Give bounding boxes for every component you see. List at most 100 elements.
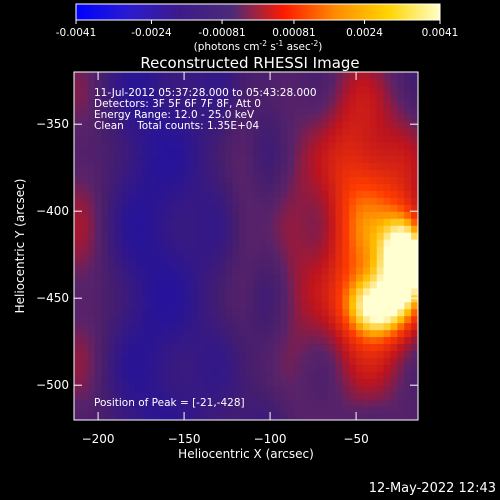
heatmap-cell	[411, 308, 418, 317]
heatmap-cell	[197, 106, 206, 115]
heatmap-cell	[232, 343, 240, 351]
heatmap-cell	[129, 120, 137, 129]
heatmap-cell	[287, 127, 295, 136]
heatmap-cell	[356, 315, 364, 324]
heatmap-cell	[197, 357, 206, 365]
heatmap-cell	[115, 218, 123, 226]
heatmap-cell	[342, 204, 350, 212]
heatmap-cell	[328, 225, 337, 233]
heatmap-cell	[383, 273, 392, 282]
heatmap-cell	[376, 280, 385, 289]
heatmap-cell	[369, 399, 378, 407]
heatmap-cell	[190, 246, 199, 254]
heatmap-cell	[142, 169, 151, 177]
heatmap-cell	[204, 204, 213, 212]
heatmap-cell	[184, 301, 192, 310]
heatmap-cell	[115, 85, 123, 94]
heatmap-cell	[135, 232, 144, 240]
heatmap-cell	[314, 162, 323, 171]
heatmap-cell	[204, 280, 213, 289]
heatmap-cell	[87, 211, 96, 219]
plot-frame	[73, 71, 419, 421]
heatmap-cell	[362, 259, 371, 268]
heatmap-cell	[273, 336, 281, 345]
heatmap-cell	[404, 413, 412, 420]
heatmap-cell	[259, 85, 268, 94]
heatmap-cell	[94, 127, 103, 136]
heatmap-cell	[115, 399, 123, 407]
heatmap-cell	[218, 148, 226, 157]
heatmap-cell	[314, 197, 323, 205]
heatmap-cell	[115, 294, 123, 303]
heatmap-cell	[190, 183, 199, 191]
heatmap-cell	[397, 218, 405, 226]
heatmap-cell	[184, 99, 192, 108]
heatmap-cell	[232, 378, 240, 386]
heatmap-cell	[301, 280, 309, 289]
heatmap-cell	[294, 266, 302, 275]
heatmap-cell	[197, 99, 206, 108]
heatmap-cell	[149, 72, 158, 80]
heatmap-cell	[190, 343, 199, 351]
heatmap-cell	[170, 259, 178, 268]
heatmap-cell	[273, 134, 281, 143]
heatmap-cell	[369, 176, 378, 184]
heatmap-cell	[149, 336, 158, 345]
heatmap-cell	[307, 211, 316, 219]
heatmap-cell	[115, 120, 123, 129]
heatmap-cell	[328, 315, 337, 324]
heatmap-cell	[246, 211, 254, 219]
heatmap-cell	[411, 413, 418, 420]
heatmap-cell	[335, 315, 343, 324]
heatmap-cell	[383, 266, 392, 275]
heatmap-cell	[342, 315, 350, 324]
heatmap-cell	[197, 266, 206, 275]
heatmap-cell	[356, 176, 364, 184]
heatmap-cell	[211, 218, 220, 226]
heatmap-cell	[356, 162, 364, 171]
heatmap-cell	[94, 162, 103, 171]
heatmap-cell	[94, 169, 103, 177]
heatmap-cell	[190, 371, 199, 379]
heatmap-cell	[108, 252, 116, 261]
heatmap-cell	[135, 364, 144, 372]
heatmap-cell	[356, 259, 364, 268]
heatmap-cell	[266, 148, 275, 157]
heatmap-cell	[246, 176, 254, 184]
heatmap-cell	[328, 266, 337, 275]
heatmap-cell	[307, 225, 316, 233]
heatmap-cell	[101, 162, 109, 171]
heatmap-cell	[397, 350, 405, 358]
heatmap-cell	[252, 364, 261, 372]
heatmap-cell	[218, 287, 226, 296]
heatmap-cell	[197, 148, 206, 157]
heatmap-cell	[362, 378, 371, 386]
heatmap-cell	[280, 204, 288, 212]
heatmap-cell	[94, 155, 103, 164]
heatmap-cell	[225, 399, 233, 407]
heatmap-cell	[129, 329, 137, 338]
heatmap-cell	[307, 273, 316, 282]
heatmap-cell	[177, 280, 185, 289]
heatmap-cell	[314, 155, 323, 164]
heatmap-cell	[163, 92, 171, 101]
heatmap-cell	[190, 218, 199, 226]
heatmap-cell	[266, 169, 275, 177]
heatmap-cell	[190, 406, 199, 414]
heatmap-cell	[108, 392, 116, 400]
heatmap-cell	[369, 371, 378, 379]
heatmap-cell	[411, 266, 418, 275]
heatmap-cell	[197, 113, 206, 122]
heatmap-cell	[232, 72, 240, 80]
heatmap-cell	[218, 371, 226, 379]
heatmap-cell	[273, 301, 281, 310]
heatmap-cell	[197, 378, 206, 386]
heatmap-cell	[149, 169, 158, 177]
heatmap-cell	[266, 246, 275, 254]
heatmap-cell	[369, 127, 378, 136]
heatmap-cell	[218, 197, 226, 205]
heatmap-cell	[129, 280, 137, 289]
heatmap-cell	[273, 343, 281, 351]
y-tick-label: −400	[36, 204, 69, 218]
heatmap-cell	[135, 176, 144, 184]
